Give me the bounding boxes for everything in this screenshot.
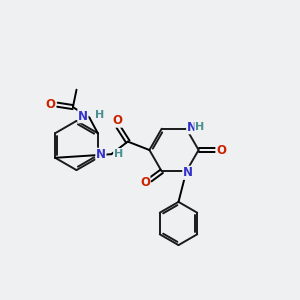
Text: H: H <box>114 148 123 159</box>
Text: N: N <box>187 121 197 134</box>
Text: O: O <box>216 143 226 157</box>
Text: H: H <box>95 110 105 120</box>
Text: O: O <box>140 176 150 189</box>
Text: O: O <box>46 98 56 111</box>
Text: H: H <box>195 122 204 132</box>
Text: N: N <box>183 166 193 179</box>
Text: N: N <box>96 148 106 161</box>
Text: N: N <box>78 110 88 123</box>
Text: O: O <box>112 114 122 127</box>
